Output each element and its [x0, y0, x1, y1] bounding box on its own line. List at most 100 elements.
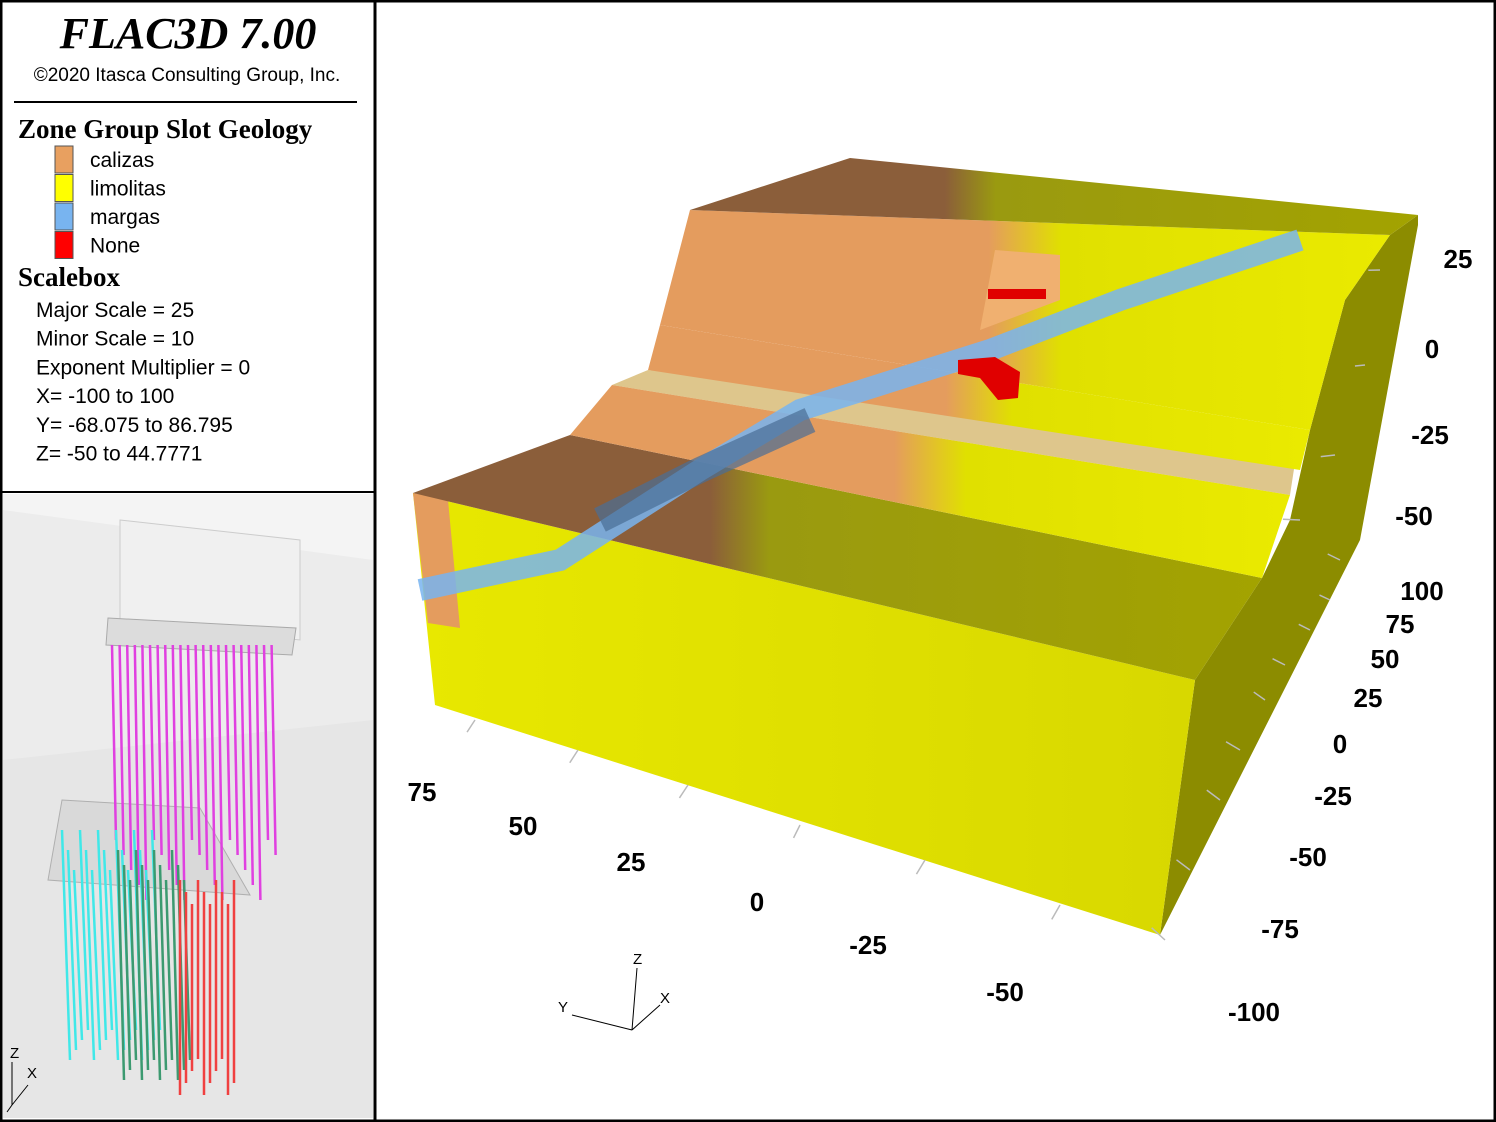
- inset-bolt: [247, 644, 255, 886]
- legend-swatch: [54, 145, 74, 174]
- tick-label: 0: [1333, 729, 1347, 759]
- tick-label: 25: [617, 847, 646, 877]
- tick-mark: [1320, 454, 1336, 458]
- scalebox-line: Z= -50 to 44.7771: [36, 443, 202, 466]
- scalebox-title: Scalebox: [18, 262, 121, 292]
- tick-label: -50: [986, 977, 1024, 1007]
- inset-bolt: [201, 644, 209, 871]
- inset-bolt: [125, 644, 133, 871]
- tick-mark: [1225, 741, 1241, 751]
- tick-mark: [1253, 691, 1266, 701]
- inset-axis-label: Z: [10, 1045, 19, 1062]
- tick-mark: [1298, 623, 1311, 631]
- triad-label: X: [660, 990, 670, 1007]
- inset-bolt: [262, 644, 270, 841]
- tick-label: -50: [1289, 842, 1327, 872]
- tick-label: 0: [750, 887, 764, 917]
- legend-swatch: [54, 174, 74, 202]
- inset-bolt: [84, 849, 96, 1061]
- tick-label: 25: [1354, 683, 1383, 713]
- inset-bolt: [90, 869, 102, 1051]
- inset-bolt: [239, 644, 247, 871]
- legend-title: Zone Group Slot Geology: [18, 114, 313, 144]
- tick-label: -25: [849, 930, 887, 960]
- tick-mark: [1354, 364, 1366, 367]
- inset-bolt: [194, 644, 201, 856]
- tick-label: -100: [1228, 997, 1280, 1027]
- triad-label: Y: [558, 999, 568, 1016]
- inset-bolt: [270, 644, 277, 856]
- tick-label: 0: [1425, 334, 1439, 364]
- tick-label: -50: [1395, 501, 1433, 531]
- inset-bolt: [217, 644, 224, 901]
- tick-mark: [1282, 518, 1301, 521]
- scalebox-line: X= -100 to 100: [36, 385, 174, 408]
- tick-mark: [1319, 594, 1331, 601]
- scalebox-line: Exponent Multiplier = 0: [36, 356, 250, 379]
- scalebox-line: Y= -68.075 to 86.795: [36, 414, 233, 437]
- inset-bolt: [164, 879, 174, 1061]
- copyright: ©2020 Itasca Consulting Group, Inc.: [34, 65, 341, 86]
- legend-label: calizas: [90, 149, 154, 172]
- triad-label: Z: [633, 951, 642, 968]
- inset-bolt: [110, 644, 118, 841]
- inset-bolt: [209, 644, 217, 886]
- inset-bolt: [140, 864, 150, 1071]
- inset-bolt: [72, 869, 84, 1041]
- inset-bolt: [116, 849, 126, 1081]
- tick-mark: [1327, 553, 1341, 561]
- tick-label: -25: [1314, 781, 1352, 811]
- inset-bolt: [156, 644, 163, 856]
- tick-label: 25: [1444, 244, 1473, 274]
- inset-bolt: [141, 644, 148, 901]
- tick-mark: [678, 784, 689, 799]
- inset-bolt: [122, 864, 132, 1071]
- inset-bolt: [128, 879, 138, 1061]
- inset-bolt: [66, 849, 78, 1051]
- tick-mark: [1051, 904, 1061, 920]
- inset-bolt: [158, 864, 168, 1071]
- inset-bolt: [224, 644, 232, 841]
- model: [413, 158, 1418, 935]
- tick-label: 100: [1400, 576, 1443, 606]
- inset-bolt: [60, 829, 72, 1061]
- inset-axis-label: X: [27, 1065, 37, 1082]
- tick-label: 50: [1371, 644, 1400, 674]
- tick-label: -25: [1411, 420, 1449, 450]
- inset-bolt: [146, 879, 156, 1061]
- tick-label: -75: [1261, 914, 1299, 944]
- inset-bolt: [134, 849, 144, 1081]
- inset-triad: [6, 1062, 29, 1113]
- tick-mark: [466, 719, 476, 733]
- inset-view: [3, 494, 373, 1118]
- tick-label: 75: [1386, 609, 1415, 639]
- tick-label: 75: [408, 777, 437, 807]
- inset-bolt: [170, 849, 180, 1081]
- legend-label: None: [90, 235, 140, 258]
- tick-mark: [569, 749, 579, 764]
- tick-mark: [1272, 658, 1286, 666]
- inset-bolt: [232, 644, 239, 856]
- inset-bolt: [78, 829, 90, 1031]
- inset-bolt: [163, 644, 171, 871]
- legend-label: limolitas: [90, 178, 166, 201]
- scalebox: Major Scale = 25 Minor Scale = 10 Exponent…: [36, 299, 250, 466]
- legend-swatch: [54, 202, 74, 231]
- legend-label: margas: [90, 206, 160, 229]
- axis-ticks: 250-25-501007550250-25-50-75-1007550250-…: [408, 244, 1473, 1027]
- scalebox-line: Minor Scale = 10: [36, 328, 194, 351]
- tick-mark: [915, 859, 926, 875]
- tick-mark: [1151, 927, 1166, 941]
- inset-bolt: [118, 644, 125, 856]
- inset-bolt: [179, 644, 186, 901]
- tick-label: 50: [509, 811, 538, 841]
- inset-bolt: [186, 644, 194, 841]
- inset-bolt: [171, 644, 179, 886]
- inset-bolt: [152, 849, 162, 1081]
- tick-mark: [792, 824, 801, 839]
- inset-bolt: [133, 644, 141, 886]
- inset-bolt: [96, 829, 108, 1041]
- tick-mark: [1176, 859, 1191, 871]
- inset-bolt: [148, 644, 156, 841]
